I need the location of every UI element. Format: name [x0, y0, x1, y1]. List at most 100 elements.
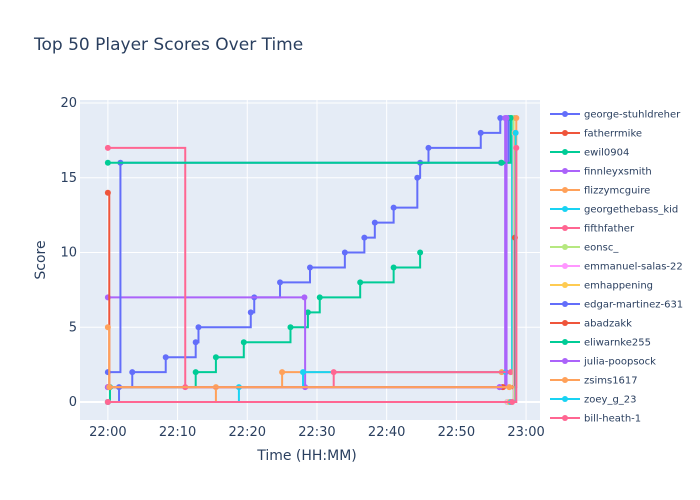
legend-label: eonsc_ — [584, 243, 619, 254]
y-tick-label: 0 — [69, 395, 77, 410]
data-point[interactable] — [425, 144, 432, 151]
legend-label: eliwarnke255 — [584, 338, 651, 349]
legend-item[interactable]: eonsc_ — [550, 243, 619, 254]
data-point[interactable] — [512, 129, 519, 136]
x-tick-label: 22:20 — [229, 425, 266, 440]
data-point[interactable] — [498, 159, 505, 166]
data-point[interactable] — [104, 159, 111, 166]
data-point[interactable] — [195, 324, 202, 331]
data-point[interactable] — [509, 399, 516, 406]
legend-item[interactable]: ewil0904 — [550, 148, 629, 159]
legend-label: julia-poopsock — [583, 357, 656, 368]
x-tick-label: 22:40 — [368, 425, 405, 440]
data-point[interactable] — [513, 114, 520, 121]
data-point[interactable] — [104, 399, 111, 406]
legend-item[interactable]: abadzakk — [550, 319, 632, 330]
data-point[interactable] — [371, 219, 378, 226]
legend-item[interactable]: emhappening — [550, 281, 653, 292]
y-tick-label: 20 — [60, 96, 77, 111]
data-point[interactable] — [507, 369, 514, 376]
data-point[interactable] — [240, 339, 247, 346]
legend-item[interactable]: flizzymcguire — [550, 186, 650, 197]
data-point[interactable] — [513, 144, 520, 151]
data-point[interactable] — [390, 204, 397, 211]
chart-title: Top 50 Player Scores Over Time — [33, 35, 303, 55]
legend-item[interactable]: julia-poopsock — [550, 357, 656, 368]
legend-item[interactable]: fifthfather — [550, 224, 635, 235]
data-point[interactable] — [304, 309, 311, 316]
data-point[interactable] — [279, 369, 286, 376]
legend[interactable]: george-stuhldreher fatherrmike ewil0904 fin… — [550, 110, 683, 425]
legend-swatch-marker — [562, 130, 568, 136]
x-tick-label: 22:00 — [89, 425, 126, 440]
data-point[interactable] — [301, 294, 308, 301]
data-point[interactable] — [287, 324, 294, 331]
data-point[interactable] — [506, 384, 513, 391]
legend-swatch-marker — [562, 111, 568, 117]
data-point[interactable] — [277, 279, 284, 286]
legend-item[interactable]: fatherrmike — [550, 129, 642, 140]
x-axis-title: Time (HH:MM) — [256, 448, 357, 464]
data-point[interactable] — [316, 294, 323, 301]
data-point[interactable] — [104, 324, 111, 331]
legend-swatch-marker — [562, 301, 568, 307]
data-point[interactable] — [497, 114, 504, 121]
data-point[interactable] — [247, 309, 254, 316]
legend-swatch-marker — [562, 149, 568, 155]
legend-item[interactable]: zsims1617 — [550, 376, 638, 387]
legend-label: ewil0904 — [584, 148, 629, 159]
legend-swatch-marker — [562, 339, 568, 345]
series-ewil0904[interactable] — [104, 249, 424, 406]
legend-label: zsims1617 — [584, 376, 638, 387]
data-point[interactable] — [417, 249, 424, 256]
data-point[interactable] — [162, 354, 169, 361]
data-point[interactable] — [307, 264, 313, 271]
legend-swatch-marker — [562, 168, 568, 174]
legend-item[interactable]: georgethebass_kid — [550, 205, 678, 216]
legend-item[interactable]: zoey_g_23 — [550, 395, 637, 406]
legend-item[interactable]: emmanuel-salas-22 — [550, 262, 683, 273]
x-tick-label: 22:50 — [438, 425, 475, 440]
data-point[interactable] — [330, 369, 337, 376]
legend-item[interactable]: eliwarnke255 — [550, 338, 651, 349]
legend-swatch-marker — [562, 415, 568, 421]
series-bill-heath-1[interactable] — [104, 144, 520, 406]
x-tick-label: 23:00 — [507, 425, 544, 440]
data-point[interactable] — [503, 114, 510, 121]
data-point[interactable] — [300, 369, 307, 376]
legend-label: fatherrmike — [584, 129, 642, 140]
data-point[interactable] — [390, 264, 397, 271]
y-tick-label: 10 — [60, 246, 77, 261]
data-point[interactable] — [357, 279, 364, 286]
legend-swatch-marker — [562, 396, 568, 402]
legend-swatch-marker — [562, 187, 568, 193]
plot-area — [80, 100, 540, 420]
series-layer — [104, 114, 520, 406]
legend-item[interactable]: george-stuhldreher — [550, 110, 681, 121]
legend-swatch-marker — [562, 320, 568, 326]
data-point[interactable] — [341, 249, 348, 256]
legend-label: fifthfather — [584, 224, 635, 235]
legend-label: george-stuhldreher — [584, 110, 681, 121]
data-point[interactable] — [477, 129, 484, 136]
data-point[interactable] — [104, 144, 111, 151]
data-point[interactable] — [192, 369, 199, 376]
data-point[interactable] — [361, 234, 368, 241]
legend-item[interactable]: bill-heath-1 — [550, 414, 641, 425]
data-point[interactable] — [192, 339, 199, 346]
legend-label: emmanuel-salas-22 — [584, 262, 683, 273]
legend-item[interactable]: finnleyxsmith — [550, 167, 652, 178]
legend-swatch-marker — [562, 358, 568, 364]
legend-swatch-marker — [562, 225, 568, 231]
legend-label: georgethebass_kid — [584, 205, 678, 216]
data-point[interactable] — [414, 174, 421, 181]
legend-item[interactable]: edgar-martinez-631 — [550, 300, 683, 311]
data-point[interactable] — [507, 114, 514, 121]
legend-label: edgar-martinez-631 — [584, 300, 683, 311]
data-point[interactable] — [129, 369, 136, 376]
legend-label: finnleyxsmith — [584, 167, 652, 178]
data-point[interactable] — [212, 354, 219, 361]
data-point[interactable] — [106, 384, 113, 391]
data-point[interactable] — [104, 189, 111, 196]
